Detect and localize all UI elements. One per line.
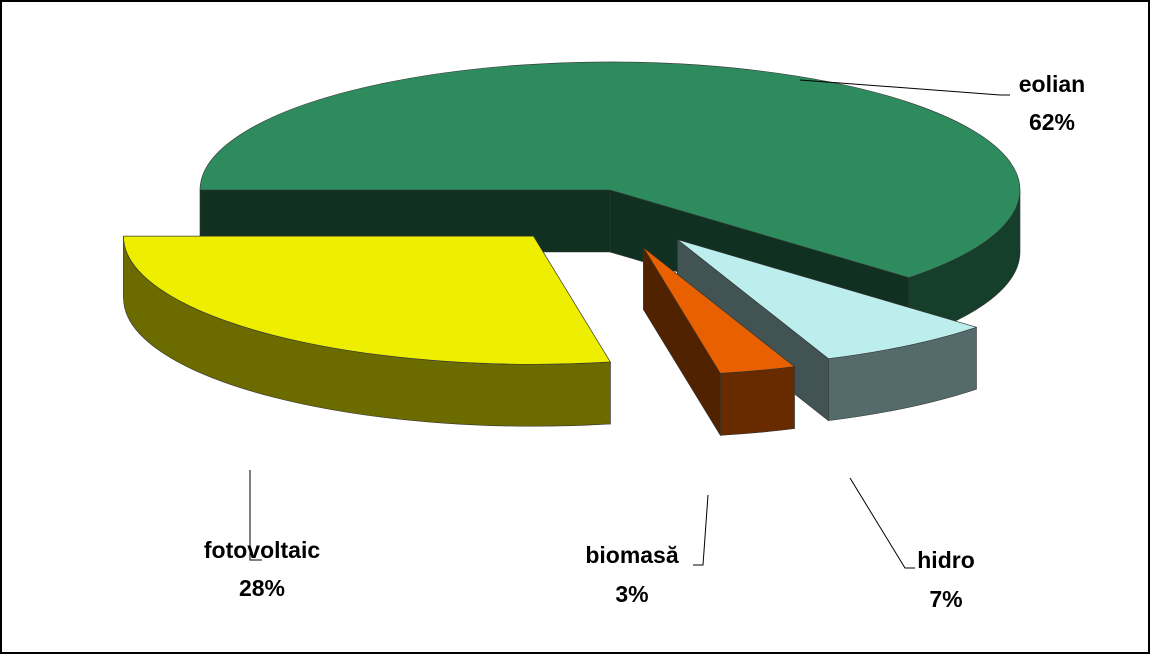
slice-label: biomasă <box>585 542 679 568</box>
leader-line <box>799 79 1010 96</box>
slice-side <box>720 366 795 436</box>
slice <box>677 239 978 359</box>
slice-label: hidro <box>917 547 975 573</box>
leader-line <box>249 470 262 561</box>
slice-label: eolian <box>1019 71 1085 97</box>
leader-line <box>849 477 915 569</box>
slice-value-label: 3% <box>615 581 648 607</box>
slice <box>643 247 796 374</box>
slice-value-label: 7% <box>929 586 962 612</box>
slice <box>123 235 611 365</box>
leader-line <box>693 494 709 566</box>
pie <box>123 61 1021 437</box>
slice-value-label: 62% <box>1029 109 1075 135</box>
slice <box>199 61 1021 278</box>
slice-label: fotovoltaic <box>204 537 320 563</box>
slice-value-label: 28% <box>239 575 285 601</box>
